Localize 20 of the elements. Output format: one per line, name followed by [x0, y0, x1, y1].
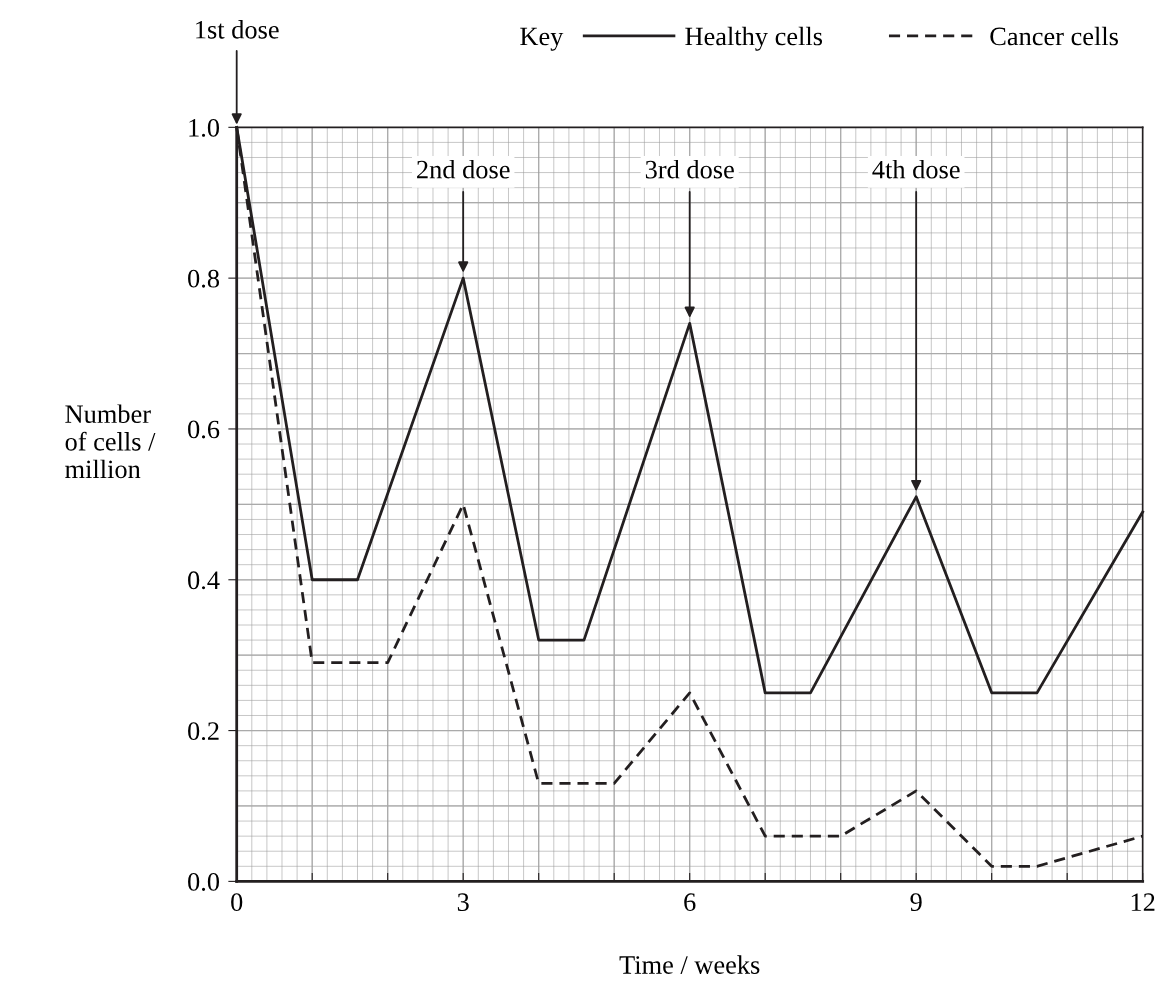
- y-tick-label: 0.0: [188, 873, 220, 891]
- y-tick-label: 1.0: [189, 118, 220, 137]
- x-axis-title: Time / weeks: [619, 955, 760, 974]
- y-tick-label: 0.8: [188, 269, 220, 288]
- x-tick-label: 9: [910, 893, 922, 912]
- y-tick-label: 0.6: [188, 420, 220, 439]
- x-tick-label: 6: [684, 893, 696, 912]
- y-tick-label: 0.4: [188, 571, 220, 590]
- y-tick-label: 0.2: [188, 722, 219, 741]
- legend-label: Healthy cells: [685, 26, 823, 51]
- annotation: 3rd dose: [645, 159, 734, 179]
- annotation: 4th dose: [872, 159, 960, 179]
- annotation: 2nd dose: [417, 159, 510, 179]
- x-tick-label: 3: [457, 893, 469, 912]
- annotation: 1st dose: [196, 20, 279, 39]
- y-axis-title: Number of cells / million: [65, 404, 156, 479]
- legend-title: Key: [520, 27, 564, 51]
- x-tick-label: 12: [1131, 893, 1155, 911]
- legend-label: Cancer cells: [990, 26, 1118, 46]
- x-tick-label: 0: [231, 893, 243, 912]
